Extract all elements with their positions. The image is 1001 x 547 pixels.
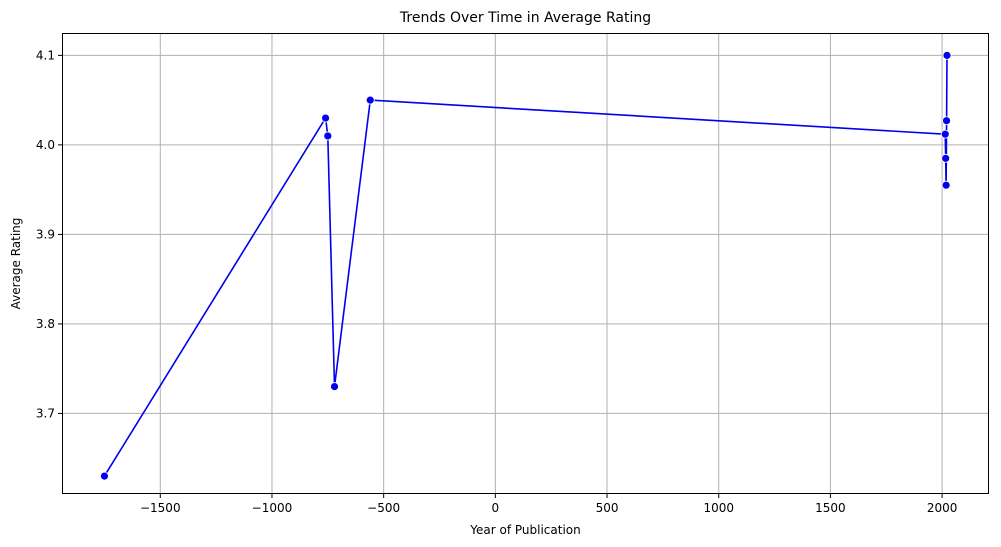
x-tick-label: −1500	[140, 501, 181, 515]
data-point	[941, 153, 951, 163]
data-point	[942, 116, 951, 126]
y-tick-label: 3.9	[36, 227, 55, 241]
x-tick-label: −1000	[252, 501, 293, 515]
grid-lines	[62, 33, 989, 494]
x-tick-label: 1500	[815, 501, 846, 515]
data-point	[323, 131, 333, 141]
chart-title: Trends Over Time in Average Rating	[399, 10, 651, 26]
plot-frame	[62, 33, 989, 494]
plot-area	[62, 33, 989, 494]
data-point	[330, 382, 339, 391]
data-point	[100, 471, 109, 481]
data-point	[942, 50, 952, 60]
x-tick-label: −500	[367, 501, 400, 515]
series-layer	[100, 50, 952, 481]
series-line	[103, 55, 948, 477]
y-tick-label: 3.8	[36, 317, 55, 331]
x-tick-label: 2000	[927, 501, 958, 515]
y-tick-label: 4.1	[36, 48, 55, 62]
data-point	[321, 113, 330, 123]
data-point	[941, 180, 951, 190]
x-tick-label: 0	[492, 501, 500, 515]
data-point	[940, 129, 950, 139]
data-point	[365, 95, 375, 105]
x-axis-title: Year of Publication	[469, 523, 580, 537]
axis-ticks: −1500 −1000 −500 0 500 1000 1500 2000 3.7 3.8 3.9 4…	[36, 48, 957, 515]
x-tick-label: 1000	[703, 501, 734, 515]
y-tick-label: 4.0	[36, 138, 55, 152]
y-axis-title: Average Rating	[9, 218, 23, 310]
x-tick-label: 500	[596, 501, 619, 515]
y-tick-label: 3.7	[36, 406, 55, 420]
